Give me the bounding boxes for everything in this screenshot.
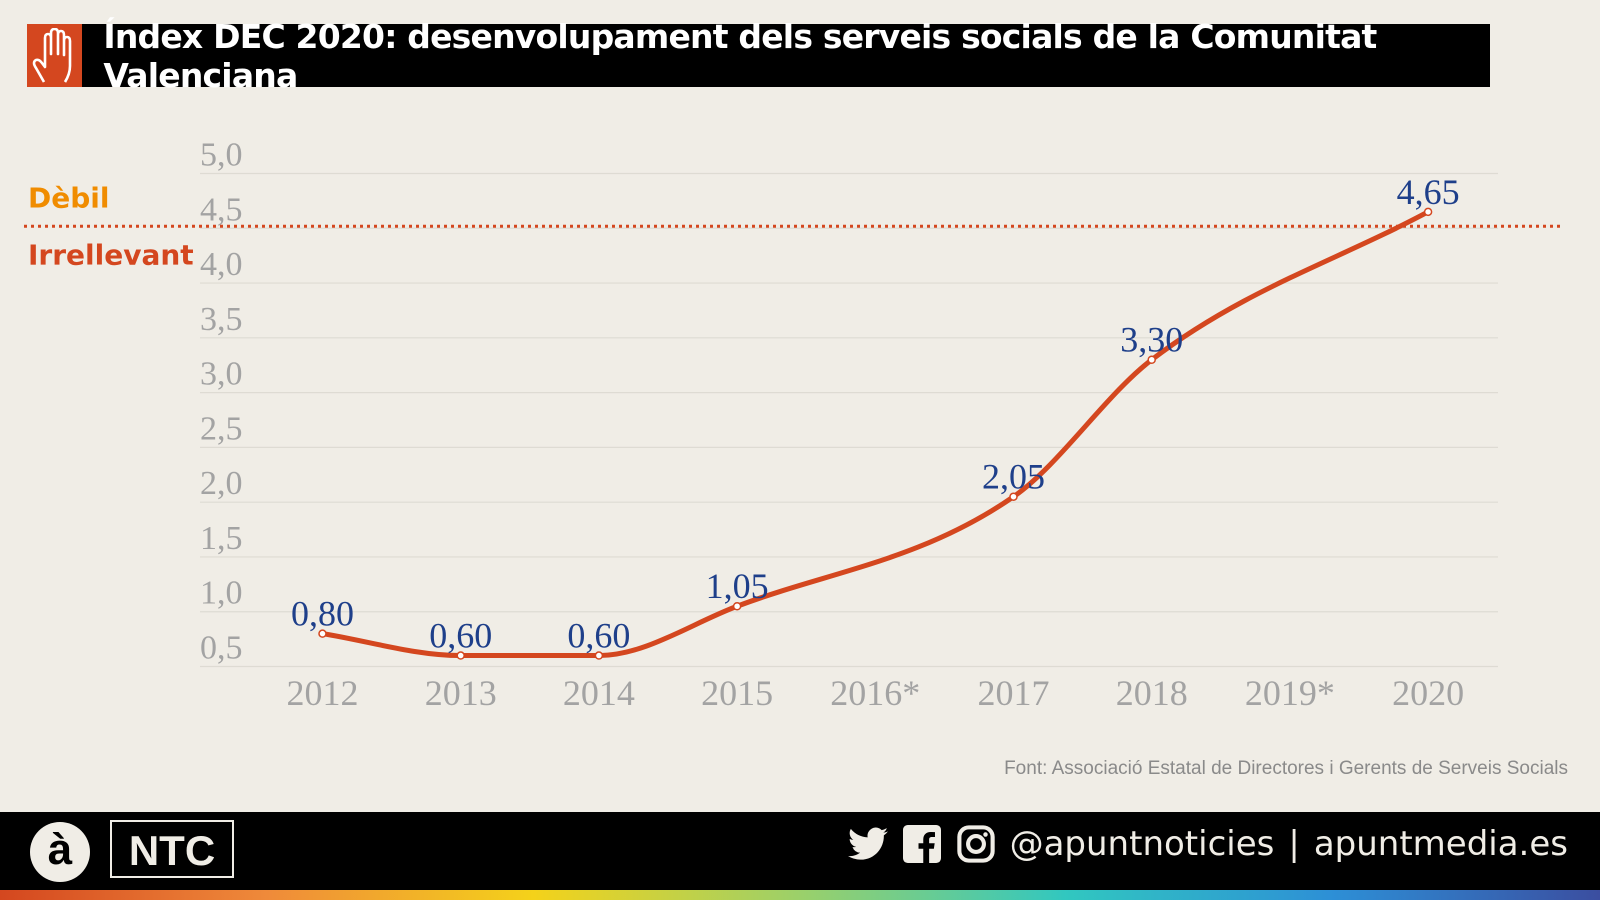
y-tick-label: 4,0 [200,246,243,283]
website-link[interactable]: apuntmedia.es [1313,824,1568,864]
source-note: Font: Associació Estatal de Directores i… [1004,758,1568,779]
x-tick-label: 2016* [830,673,920,713]
x-tick-label: 2014 [563,673,635,713]
threshold-label-below: Irrellevant [28,238,194,271]
data-label: 4,65 [1397,172,1460,212]
x-tick-label: 2020 [1392,673,1464,713]
data-point [318,629,327,638]
twitter-icon[interactable] [847,824,888,864]
y-tick-label: 0,5 [200,630,243,667]
data-label: 0,60 [429,616,492,656]
separator: | [1288,824,1300,864]
x-tick-label: 2019* [1245,673,1335,713]
footer [0,812,1600,890]
data-point [594,651,604,660]
y-tick-label: 2,5 [200,410,243,447]
series-line [320,209,1431,659]
line-chart: 0,5 1,0 1,5 2,0 2,5 3,0 3,5 4,0 4,5 5,0 2012 2013 20… [24,137,1562,713]
y-tick-label: 2,0 [200,465,243,502]
rainbow-stripe [0,890,1600,900]
data-label: 0,60 [567,616,630,656]
data-label: 2,05 [982,457,1045,497]
data-label: 0,80 [291,594,354,634]
y-tick-label: 4,5 [200,191,243,228]
social-handle[interactable]: @apuntnoticies [1009,824,1275,864]
x-tick-label: 2013 [425,673,497,713]
x-tick-label: 2015 [701,673,773,713]
data-point [732,601,742,611]
y-tick-label: 1,0 [200,575,243,612]
ntc-logo: NTC [110,820,234,878]
data-label: 3,30 [1120,320,1183,360]
x-tick-label: 2018 [1116,673,1188,713]
chart-title: Índex DEC 2020: desenvolupament dels ser… [103,16,1377,95]
apunt-logo: à [30,822,90,882]
data-point [1009,492,1018,501]
y-tick-label: 3,5 [200,301,243,338]
threshold-label-above: Dèbil [28,181,109,214]
y-tick-label: 5,0 [200,137,243,174]
x-tick-label: 2012 [287,673,359,713]
social-links: @apuntnoticies | apuntmedia.es [847,824,1568,864]
instagram-icon[interactable] [956,824,996,864]
data-point [1423,207,1433,217]
x-tick-label: 2017 [978,673,1050,713]
y-tick-label: 1,5 [200,520,243,557]
facebook-icon[interactable] [902,824,942,864]
raised-hand-icon [27,24,83,87]
title-bar: Índex DEC 2020: desenvolupament dels ser… [27,17,1490,95]
data-point [1147,355,1156,364]
data-label: 1,05 [706,566,769,606]
y-tick-label: 3,0 [200,356,243,393]
data-point [456,651,465,660]
